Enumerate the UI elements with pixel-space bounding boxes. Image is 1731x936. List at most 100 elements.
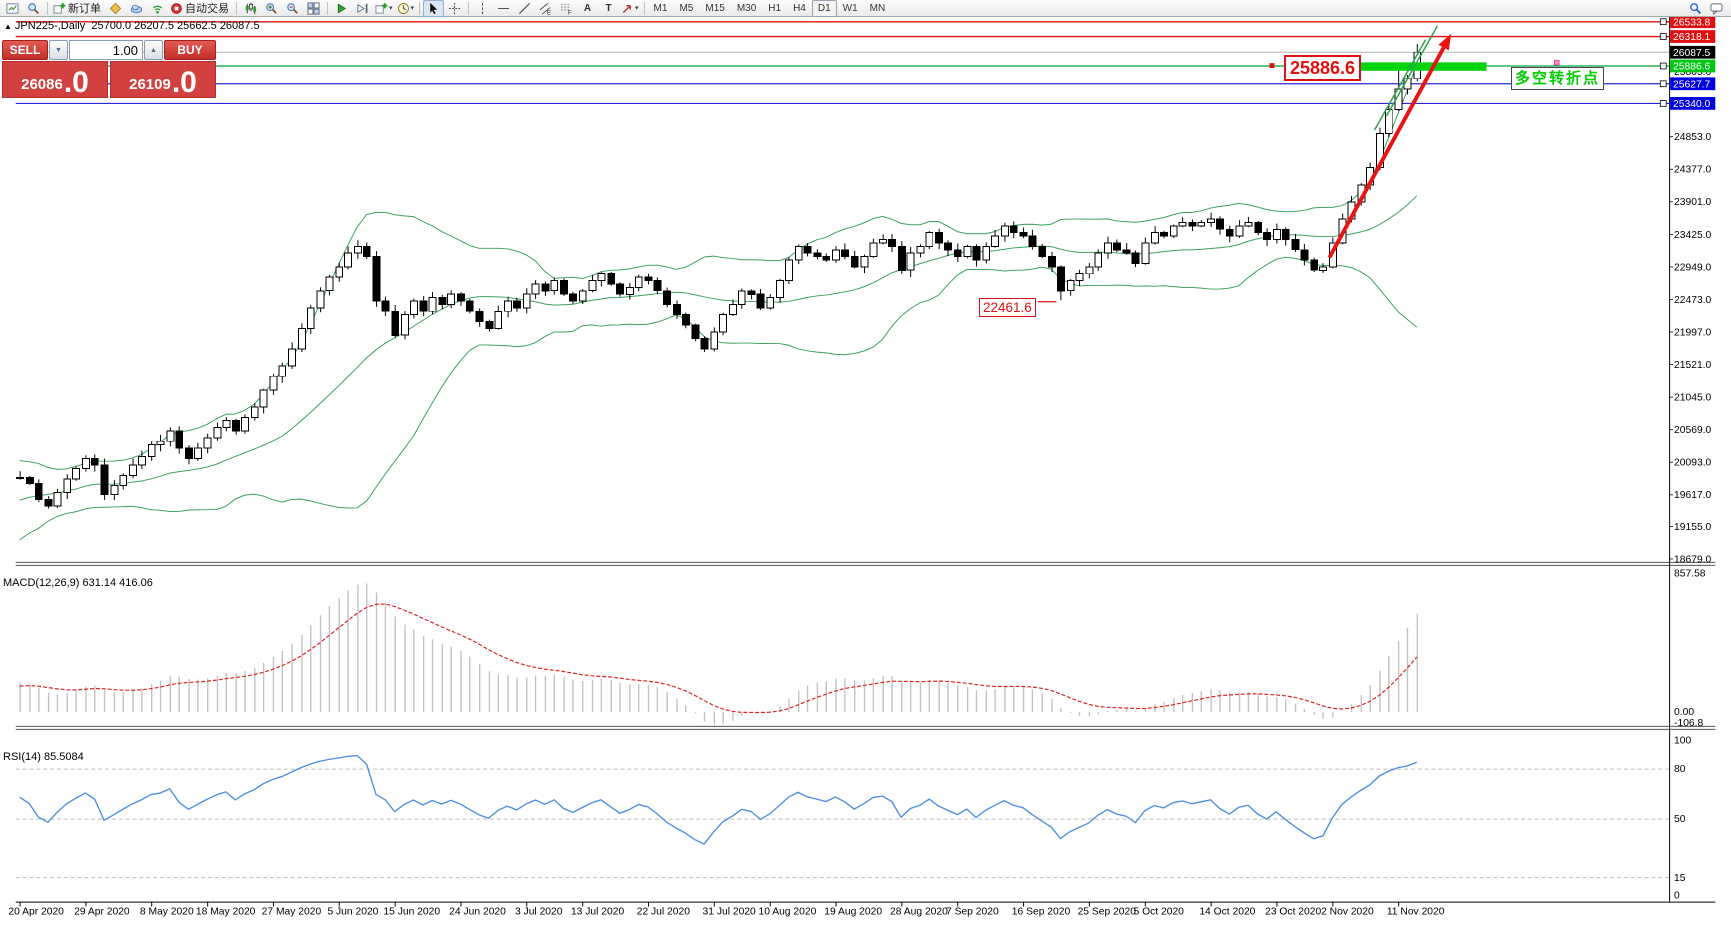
buy-button[interactable]: BUY xyxy=(164,40,216,60)
price-axis-box-value: 25340.0 xyxy=(1673,99,1710,110)
toolbar-separator xyxy=(468,1,470,15)
date-axis-label: 11 Nov 2020 xyxy=(1387,906,1445,917)
toolbar-separator xyxy=(643,1,645,15)
horizontal-lines-layer xyxy=(15,21,1670,104)
market-watch-icon[interactable] xyxy=(23,0,44,17)
channel-line-lower[interactable] xyxy=(1373,39,1427,131)
volume-increase-button[interactable]: ▲ xyxy=(144,40,163,60)
timeframe-d1-button[interactable]: D1 xyxy=(811,0,837,17)
sell-button[interactable]: SELL xyxy=(2,40,48,60)
zoom-out-icon[interactable] xyxy=(282,0,303,17)
date-axis-label: 8 May 2020 xyxy=(140,906,194,917)
price-axis-tick: 22473.0 xyxy=(1674,295,1711,306)
price-axis-tick: 19155.0 xyxy=(1674,522,1711,533)
search-icon[interactable] xyxy=(1685,0,1706,17)
add-indicator-icon[interactable]: ▾ xyxy=(373,0,395,17)
price-chart[interactable]: 25805.0 24853.0 24377.0 23901.0 23425.0 22949… xyxy=(0,17,1731,936)
date-axis-label: 13 Jul 2020 xyxy=(571,906,625,917)
date-axis-label: 27 May 2020 xyxy=(262,906,322,917)
turning-point-label[interactable]: 多空转折点 xyxy=(1511,67,1605,90)
vertical-line-icon[interactable] xyxy=(472,0,493,17)
autotrading-button[interactable]: 自动交易 xyxy=(168,0,233,17)
date-axis-label: 5 Oct 2020 xyxy=(1134,906,1185,917)
shapes-icon[interactable]: ▾ xyxy=(619,0,641,17)
price-axis-box-value: 26318.1 xyxy=(1673,32,1710,43)
price-axis-tick: 20093.0 xyxy=(1674,458,1711,469)
timeframe-m5-button[interactable]: M5 xyxy=(679,2,694,14)
timeframe-h1-button[interactable]: H1 xyxy=(768,2,782,14)
publish-icon[interactable] xyxy=(126,0,147,17)
chart-symbol-period: JPN225-,Daily xyxy=(14,20,86,32)
price-axis-tick: 24853.0 xyxy=(1674,132,1711,143)
svg-text:F: F xyxy=(568,10,572,14)
timeframe-h4-button[interactable]: H4 xyxy=(793,2,806,14)
price-axis-box xyxy=(1670,30,1716,43)
price-axis-tick: 18679.0 xyxy=(1674,554,1711,565)
horizontal-line-icon[interactable] xyxy=(493,0,514,17)
tile-windows-icon[interactable] xyxy=(303,0,324,17)
fibonacci-icon[interactable]: F xyxy=(556,0,577,17)
equidistant-channel-icon[interactable]: E xyxy=(535,0,556,17)
chat-icon[interactable] xyxy=(1706,0,1727,17)
chart-shift-icon[interactable] xyxy=(352,0,373,17)
date-axis-label: 29 Apr 2020 xyxy=(74,906,130,917)
object-end-marker[interactable] xyxy=(1659,80,1667,88)
object-end-marker[interactable] xyxy=(1659,33,1667,40)
volume-input[interactable] xyxy=(69,40,143,60)
indicator-panes-layer xyxy=(15,583,1670,879)
channel-line-upper[interactable] xyxy=(1385,25,1439,117)
price-axis-box-value: 25886.6 xyxy=(1673,62,1710,73)
rsi-axis-tick: 0 xyxy=(1674,891,1680,902)
price-axis-tick: 19617.0 xyxy=(1674,490,1711,501)
chevron-down-icon: ▾ xyxy=(389,5,393,12)
new-chart-icon[interactable] xyxy=(2,0,23,17)
object-end-marker[interactable] xyxy=(1659,18,1667,26)
rsi-axis-tick: 80 xyxy=(1674,764,1686,775)
trendline-icon[interactable] xyxy=(514,0,535,17)
timeframe-w1-button[interactable]: W1 xyxy=(842,2,858,14)
timeframe-m1-button[interactable]: M1 xyxy=(653,2,668,14)
rsi-axis-tick: 50 xyxy=(1674,814,1686,825)
price-axis-tick: 22949.0 xyxy=(1674,262,1711,273)
sell-price-display[interactable]: 26086.0 xyxy=(2,61,108,98)
indicators-window-icon[interactable] xyxy=(240,0,261,17)
timeframe-m15-button[interactable]: M15 xyxy=(705,2,725,14)
price-axis-tick: 21997.0 xyxy=(1674,327,1711,338)
period-menu-icon[interactable]: ▾ xyxy=(395,0,417,17)
date-axis-label: 5 Jun 2020 xyxy=(327,906,378,917)
trend-arrow-line[interactable] xyxy=(1327,45,1447,259)
price-axis-tick: 24377.0 xyxy=(1674,165,1711,176)
crosshair-icon[interactable] xyxy=(444,0,465,17)
text-icon[interactable]: A xyxy=(583,2,592,14)
cursor-icon[interactable] xyxy=(423,0,445,17)
drawn-objects-layer[interactable] xyxy=(1037,18,1667,303)
object-end-marker[interactable] xyxy=(1659,100,1667,107)
text-label-icon[interactable]: T xyxy=(605,2,612,14)
price-axis-tick: 23901.0 xyxy=(1674,197,1711,208)
date-axis-label: 15 Jun 2020 xyxy=(383,906,440,917)
buy-price-main: 26109 xyxy=(129,76,171,93)
toolbar-separator xyxy=(327,1,328,15)
news-icon[interactable] xyxy=(147,0,168,17)
date-axis-label: 2 Nov 2020 xyxy=(1321,906,1374,917)
support-price-label[interactable]: 22461.6 xyxy=(979,298,1036,317)
date-axis-label: 20 Apr 2020 xyxy=(8,906,64,917)
object-end-marker[interactable] xyxy=(1659,62,1667,70)
date-axis-label: 19 Aug 2020 xyxy=(824,906,882,917)
thick-resistance-line[interactable] xyxy=(1358,62,1487,71)
new-order-button[interactable]: 新订单 xyxy=(51,0,105,17)
resistance-price-label[interactable]: 25886.6 xyxy=(1284,55,1362,81)
date-axis-label: 28 Aug 2020 xyxy=(890,906,948,917)
autoscroll-icon[interactable] xyxy=(331,0,352,17)
volume-decrease-button[interactable]: ▼ xyxy=(49,40,68,60)
buy-price-display[interactable]: 26109.0 xyxy=(110,61,216,98)
rsi-axis-tick: 15 xyxy=(1674,873,1686,884)
history-center-icon[interactable] xyxy=(105,0,126,17)
zoom-in-icon[interactable] xyxy=(261,0,282,17)
timeframe-mn-button[interactable]: MN xyxy=(869,2,886,14)
chart-title: ▲ JPN225-,Daily 25700.0 26207.5 25662.5 2… xyxy=(4,20,260,32)
date-axis-label: 16 Sep 2020 xyxy=(1012,906,1071,917)
timeframe-m30-button[interactable]: M30 xyxy=(736,2,757,14)
chevron-down-icon: ▾ xyxy=(410,5,415,12)
price-axis-box-value: 26087.5 xyxy=(1673,48,1710,59)
